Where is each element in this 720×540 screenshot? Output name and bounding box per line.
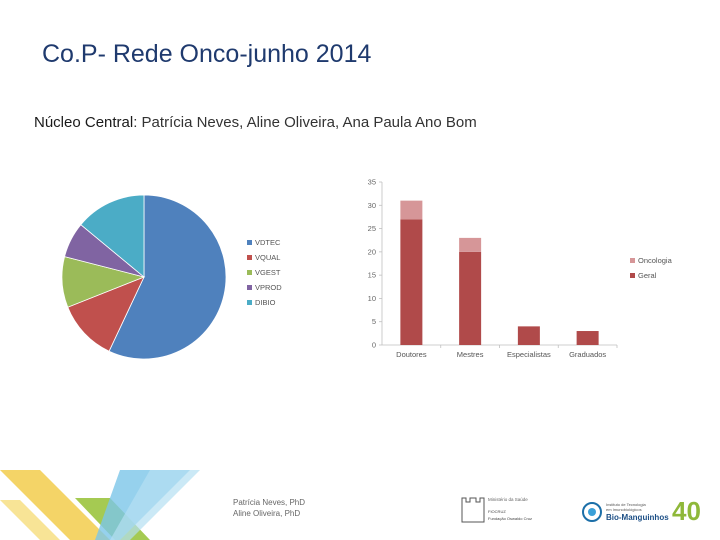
bar-category-label: Especialistas xyxy=(507,350,551,359)
logo-bio-line1: Instituto de Tecnologia xyxy=(606,502,647,507)
anniversary-40-logo: 40 xyxy=(672,496,701,524)
pie-legend-swatch-dibio xyxy=(247,300,252,305)
bar-geral-especialistas xyxy=(517,326,540,345)
bio-drop-icon xyxy=(582,502,602,522)
bar-geral-graduados xyxy=(576,331,599,345)
bar-legend-swatch-geral xyxy=(630,273,635,278)
bar-geral-doutores xyxy=(400,219,423,345)
bar-category-label: Mestres xyxy=(457,350,484,359)
bar-oncologia-doutores xyxy=(400,200,423,220)
slide-title: Co.P- Rede Onco-junho 2014 xyxy=(42,40,372,68)
bar-legend-swatch-oncologia xyxy=(630,258,635,263)
pie-slice-dibio xyxy=(80,194,145,278)
pie-legend-swatch-vdtec xyxy=(247,240,252,245)
bar-oncologia-mestres xyxy=(459,237,482,252)
pie-slice-vqual xyxy=(67,276,145,352)
logo-ministerio-line3: Fundação Oswaldo Cruz xyxy=(488,516,532,521)
pie-legend-label-vprod: VPROD xyxy=(255,283,282,292)
footer-name-2: Aline Oliveira, PhD xyxy=(233,509,301,518)
pie-legend-swatch-vqual xyxy=(247,255,252,260)
bar-y-tick-label: 35 xyxy=(368,178,376,187)
bar-y-tick-label: 0 xyxy=(372,341,376,350)
logo-bio-name: Bio-Manguinhos xyxy=(606,513,669,522)
bar-legend-label-oncologia: Oncologia xyxy=(638,256,673,265)
bar-y-tick-label: 25 xyxy=(368,224,376,233)
corner-decoration xyxy=(0,470,200,540)
pie-legend-swatch-vgest xyxy=(247,270,252,275)
logo-bio-line2: em Imunobiológicos xyxy=(606,507,642,512)
logo-ministerio-line1: Ministério da Saúde xyxy=(488,497,528,502)
subtitle-lead: Núcleo Central xyxy=(34,114,134,131)
pie-legend-swatch-vprod xyxy=(247,285,252,290)
bar-y-tick-label: 20 xyxy=(368,247,376,256)
bio-manguinhos-logo: Instituto de Tecnologia em Imunobiológic… xyxy=(582,502,669,522)
pie-legend-label-vqual: VQUAL xyxy=(255,253,280,262)
subtitle-rest: : Patrícia Neves, Aline Oliveira, Ana Pa… xyxy=(133,114,477,131)
pie-legend-label-dibio: DIBIO xyxy=(255,298,276,307)
ministerio-fiocruz-logo: Ministério da Saúde FIOCRUZ Fundação Osw… xyxy=(461,497,532,523)
slide-subtitle: Núcleo Central: Patrícia Neves, Aline Ol… xyxy=(34,114,477,131)
pie-legend-label-vdtec: VDTEC xyxy=(255,238,281,247)
bar-category-label: Graduados xyxy=(569,350,606,359)
bar-y-tick-label: 5 xyxy=(372,317,376,326)
castle-icon xyxy=(461,497,485,523)
bar-category-label: Doutores xyxy=(396,350,427,359)
bar-chart: 0 5 10 15 20 25 30 35 Doutores Mestres Especialist… xyxy=(368,178,673,360)
pie-legend-label-vgest: VGEST xyxy=(255,268,281,277)
footer-name-1: Patrícia Neves, PhD xyxy=(233,498,306,507)
logo-40-text: 40 xyxy=(672,496,701,524)
pie-slice-vdtec xyxy=(108,194,227,360)
bar-legend-label-geral: Geral xyxy=(638,271,657,280)
bar-y-tick-label: 15 xyxy=(368,271,376,280)
bar-y-tick-label: 10 xyxy=(368,294,376,303)
logo-ministerio-line2: FIOCRUZ xyxy=(488,509,506,514)
bar-y-tick-label: 30 xyxy=(368,201,376,210)
footer-names: Patrícia Neves, PhD Aline Oliveira, PhD xyxy=(233,497,305,519)
pie-chart: VDTEC VQUAL VGEST VPROD DIBIO xyxy=(61,194,282,360)
bar-geral-mestres xyxy=(459,251,482,345)
